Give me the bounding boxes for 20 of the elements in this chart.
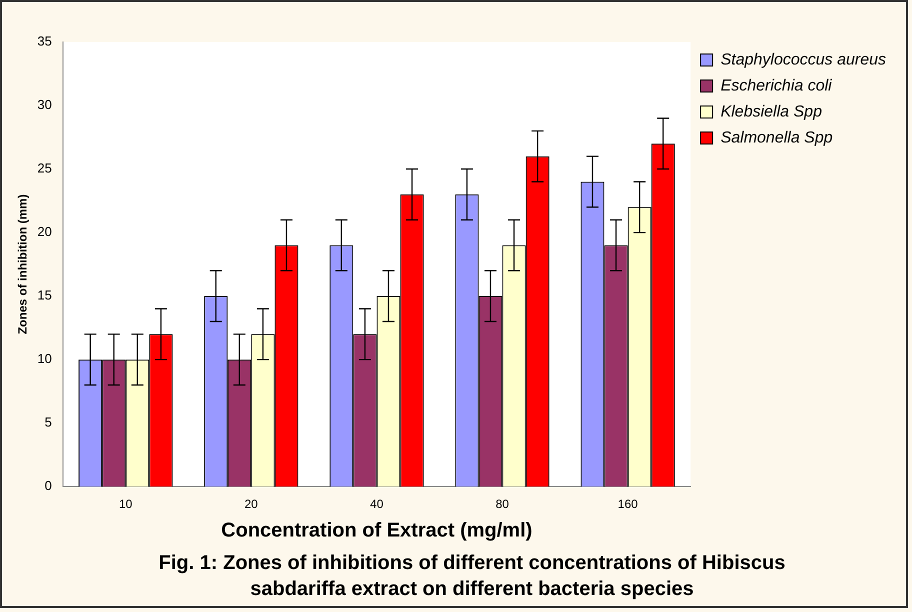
y-tick-label: 0	[44, 478, 52, 494]
y-tick-label: 10	[37, 351, 52, 366]
y-tick-label: 5	[44, 414, 52, 430]
legend-label: Klebsiella Spp	[720, 103, 822, 120]
x-tick-label: 40	[370, 497, 384, 512]
x-tick-label: 10	[118, 497, 133, 512]
x-tick-label: 20	[244, 497, 258, 512]
legend-label: Salmonella Spp	[720, 129, 833, 146]
y-axis-title: Zones of inhibition (mm)	[16, 194, 30, 334]
y-tick-label: 15	[37, 288, 52, 303]
y-tick-label: 35	[37, 34, 52, 49]
x-tick-label: 160	[618, 497, 638, 512]
x-axis-title: Concentration of Extract (mg/ml)	[221, 520, 532, 542]
x-tick-label: 80	[496, 497, 510, 512]
legend-label: Escherichia coli	[720, 77, 832, 94]
y-tick-label: 30	[37, 97, 52, 112]
y-tick-label: 25	[37, 160, 52, 176]
caption: Fig. 1: Zones of inhibitions of different concentrations of Hibiscus sabdariffa extract on different bacteria species	[158, 551, 786, 602]
y-tick-label: 20	[37, 224, 52, 240]
legend-label: Staphylococcus aureus	[720, 51, 886, 68]
